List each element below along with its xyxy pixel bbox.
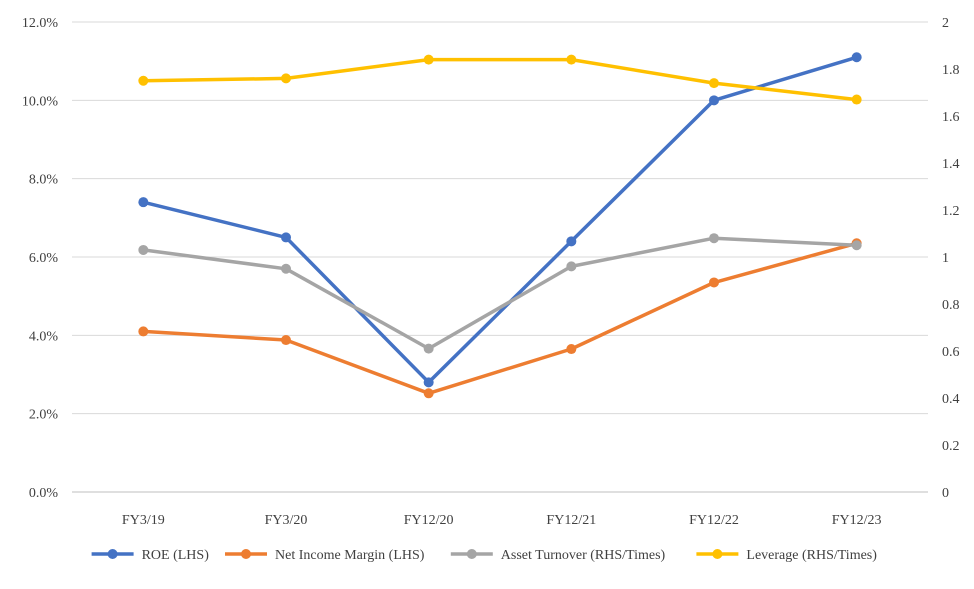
- data-point-net-income-margin-lhs: [138, 326, 149, 337]
- data-point-leverage-rhs-times: [566, 54, 577, 65]
- data-point-net-income-margin-lhs: [281, 335, 291, 346]
- data-point-asset-turnover-rhs-times: [138, 244, 149, 255]
- series-line-net-income-margin-lhs: [141, 241, 859, 396]
- left-axis-tick-label: 10.0%: [22, 94, 59, 109]
- series-lines: [141, 55, 859, 396]
- left-axis-tick-label: 6.0%: [29, 251, 59, 266]
- data-point-roe-lhs: [566, 236, 577, 247]
- data-point-roe-lhs: [851, 52, 862, 63]
- x-axis-tick-labels: FY3/19 FY3/20 FY12/20 FY12/21 FY12/22 FY12/23: [122, 513, 882, 528]
- series-line-leverage-rhs-times: [141, 57, 859, 102]
- legend-swatch-marker: [107, 549, 118, 559]
- legend-swatch-marker: [241, 549, 251, 559]
- right-axis-tick-label: 1: [942, 251, 949, 266]
- data-point-net-income-margin-lhs: [423, 388, 434, 399]
- x-axis-tick-label: FY3/19: [122, 513, 165, 528]
- data-point-asset-turnover-rhs-times: [281, 263, 291, 274]
- legend-item-net-income-margin-lhs: Net Income Margin (LHS): [225, 548, 425, 563]
- right-axis-tick-label: 1.8: [942, 63, 960, 78]
- x-axis-tick-label: FY12/20: [404, 513, 454, 528]
- right-axis-tick-label: 1.4: [942, 157, 960, 172]
- data-point-asset-turnover-rhs-times: [423, 343, 434, 354]
- data-point-roe-lhs: [709, 95, 719, 106]
- x-axis-tick-label: FY12/21: [546, 513, 596, 528]
- data-point-leverage-rhs-times: [281, 73, 291, 84]
- data-point-asset-turnover-rhs-times: [566, 261, 577, 272]
- data-point-leverage-rhs-times: [851, 94, 862, 105]
- data-point-net-income-margin-lhs: [709, 277, 719, 288]
- data-point-roe-lhs: [423, 377, 434, 388]
- legend-swatch-marker: [712, 549, 723, 559]
- right-axis-tick-label: 2: [942, 16, 949, 31]
- data-point-asset-turnover-rhs-times: [709, 233, 719, 244]
- left-axis-tick-labels: 0.0% 2.0% 4.0% 6.0% 8.0% 10.0% 12.0%: [22, 16, 59, 501]
- data-point-leverage-rhs-times: [138, 75, 149, 86]
- legend-item-asset-turnover-rhs-times: Asset Turnover (RHS/Times): [450, 548, 666, 563]
- left-axis-tick-label: 8.0%: [29, 173, 59, 188]
- legend: ROE (LHS) Net Income Margin (LHS) Asset Tu…: [91, 548, 877, 563]
- x-axis-tick-label: FY12/22: [689, 513, 739, 528]
- right-axis-tick-label: 0: [942, 486, 949, 501]
- data-point-roe-lhs: [138, 197, 149, 208]
- right-axis-tick-label: 0.6: [942, 345, 960, 360]
- series-points: [138, 52, 862, 399]
- right-axis-tick-label: 1.2: [942, 204, 960, 219]
- legend-label: ROE (LHS): [142, 548, 210, 563]
- right-axis-tick-label: 0.4: [942, 392, 960, 407]
- legend-label: Net Income Margin (LHS): [275, 548, 425, 563]
- left-axis-tick-label: 0.0%: [29, 486, 59, 501]
- legend-swatch-marker: [466, 549, 477, 559]
- data-point-asset-turnover-rhs-times: [851, 240, 862, 251]
- series-line-roe-lhs: [141, 55, 859, 385]
- data-point-net-income-margin-lhs: [566, 344, 577, 355]
- legend-label: Asset Turnover (RHS/Times): [501, 548, 666, 563]
- right-axis-tick-label: 0.8: [942, 298, 960, 313]
- series-line-asset-turnover-rhs-times: [141, 236, 859, 351]
- legend-item-leverage-rhs-times: Leverage (RHS/Times): [696, 548, 877, 563]
- right-axis-tick-label: 1.6: [942, 110, 960, 125]
- right-axis-tick-labels: 0 0.2 0.4 0.6 0.8 1 1.2 1.4 1.6 1.8 2: [942, 16, 960, 501]
- data-point-leverage-rhs-times: [423, 54, 434, 65]
- legend-item-roe-lhs: ROE (LHS): [91, 548, 210, 563]
- left-axis-tick-label: 2.0%: [29, 408, 59, 423]
- data-point-roe-lhs: [281, 232, 291, 243]
- x-axis-tick-label: FY3/20: [265, 513, 308, 528]
- legend-label: Leverage (RHS/Times): [746, 548, 877, 563]
- right-axis-tick-label: 0.2: [942, 439, 960, 454]
- data-point-leverage-rhs-times: [709, 78, 719, 89]
- left-axis-tick-label: 12.0%: [22, 16, 59, 31]
- x-axis-tick-label: FY12/23: [832, 513, 882, 528]
- left-axis-tick-label: 4.0%: [29, 329, 59, 344]
